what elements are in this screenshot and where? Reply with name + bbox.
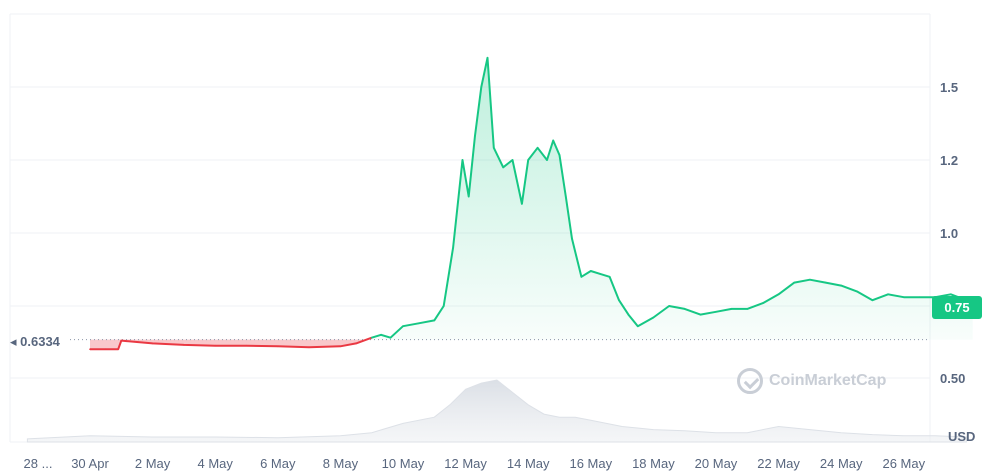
price-point-56 bbox=[840, 284, 842, 287]
price-point-1 bbox=[104, 348, 107, 351]
price-point-42 bbox=[627, 313, 630, 316]
price-point-61 bbox=[918, 296, 921, 299]
price-point-39 bbox=[599, 273, 601, 275]
price-point-38 bbox=[590, 270, 592, 272]
price-point-44 bbox=[652, 316, 655, 319]
price-point-14 bbox=[380, 334, 382, 336]
current-price-badge: 0.75 bbox=[932, 296, 982, 319]
price-point-37 bbox=[580, 276, 583, 278]
price-point-45 bbox=[668, 305, 670, 307]
volume-series bbox=[26, 379, 967, 443]
x-axis: 28 ... 30 Apr 2 May 4 May 6 May 8 May 10 May 12… bbox=[24, 456, 926, 471]
price-point-28 bbox=[511, 159, 514, 161]
reference-price-value: 0.6334 bbox=[20, 334, 60, 349]
price-point-26 bbox=[493, 147, 495, 149]
x-tick-label-11: 20 May bbox=[695, 456, 738, 471]
price-point-12 bbox=[355, 342, 357, 345]
reference-price-label: ◂ 0.6334 bbox=[10, 334, 60, 349]
price-point-25 bbox=[486, 57, 489, 59]
price-point-8 bbox=[245, 344, 248, 347]
x-tick-label-9: 16 May bbox=[569, 456, 612, 471]
price-point-60 bbox=[903, 296, 905, 299]
y-tick-label-4: 0.50 bbox=[940, 371, 965, 386]
price-point-55 bbox=[824, 281, 827, 284]
y-tick-label-0: 1.5 bbox=[940, 80, 958, 95]
price-point-33 bbox=[552, 139, 554, 142]
x-tick-label-13: 24 May bbox=[820, 456, 863, 471]
price-point-23 bbox=[474, 134, 476, 137]
price-point-34 bbox=[558, 154, 561, 156]
price-area bbox=[90, 57, 973, 350]
price-point-11 bbox=[339, 345, 342, 348]
price-point-22 bbox=[467, 195, 470, 198]
price-point-2 bbox=[117, 348, 119, 351]
x-tick-label-10: 18 May bbox=[632, 456, 675, 471]
x-tick-label-6: 10 May bbox=[382, 456, 425, 471]
price-point-50 bbox=[746, 308, 749, 310]
price-point-47 bbox=[699, 313, 702, 316]
price-point-21 bbox=[461, 159, 464, 161]
x-tick-label-7: 12 May bbox=[444, 456, 487, 471]
x-tick-label-4: 6 May bbox=[260, 456, 296, 471]
price-point-63 bbox=[950, 293, 952, 296]
price-point-24 bbox=[480, 86, 483, 88]
y-tick-label-1: 1.2 bbox=[940, 153, 958, 168]
price-point-40 bbox=[608, 276, 611, 278]
price-point-27 bbox=[502, 166, 505, 169]
price-point-17 bbox=[417, 322, 420, 325]
price-point-31 bbox=[536, 147, 539, 149]
price-line-below-reference bbox=[90, 336, 373, 351]
price-point-48 bbox=[715, 311, 717, 313]
price-point-32 bbox=[546, 159, 548, 161]
price-point-10 bbox=[308, 346, 310, 349]
x-tick-label-12: 22 May bbox=[757, 456, 800, 471]
price-point-6 bbox=[183, 344, 185, 346]
price-point-30 bbox=[527, 159, 529, 161]
coinmarketcap-logo-icon bbox=[737, 368, 763, 394]
price-point-54 bbox=[809, 278, 811, 281]
price-point-59 bbox=[887, 293, 889, 296]
y-axis: 1.5 1.2 1.0 0.50 bbox=[940, 80, 965, 386]
price-point-3 bbox=[120, 339, 123, 342]
price-point-20 bbox=[452, 246, 454, 249]
price-point-58 bbox=[871, 299, 874, 302]
price-point-49 bbox=[730, 308, 733, 310]
price-point-35 bbox=[565, 195, 567, 198]
price-point-53 bbox=[793, 281, 796, 284]
price-point-0 bbox=[89, 348, 91, 351]
price-point-18 bbox=[433, 319, 436, 322]
currency-label: USD bbox=[948, 429, 976, 444]
volume-area bbox=[26, 379, 967, 443]
x-tick-label-3: 4 May bbox=[197, 456, 233, 471]
price-point-9 bbox=[277, 345, 279, 348]
x-tick-label-8: 14 May bbox=[507, 456, 550, 471]
price-point-41 bbox=[618, 299, 620, 302]
price-point-36 bbox=[571, 238, 573, 240]
price-point-52 bbox=[777, 293, 780, 296]
x-tick-label-1: 30 Apr bbox=[71, 456, 109, 471]
price-point-29 bbox=[521, 203, 523, 205]
x-tick-label-0: 28 ... bbox=[24, 456, 53, 471]
price-point-15 bbox=[389, 336, 392, 339]
watermark-text: CoinMarketCap bbox=[769, 372, 887, 389]
price-point-43 bbox=[637, 325, 639, 328]
price-point-57 bbox=[856, 290, 858, 293]
price-point-46 bbox=[683, 308, 686, 310]
price-point-13 bbox=[370, 336, 373, 339]
price-point-7 bbox=[214, 344, 216, 347]
price-point-16 bbox=[402, 325, 404, 328]
price-point-51 bbox=[762, 302, 764, 304]
x-tick-label-14: 26 May bbox=[882, 456, 925, 471]
y-tick-label-2: 1.0 bbox=[940, 226, 958, 241]
coinmarketcap-watermark: CoinMarketCap bbox=[737, 368, 886, 394]
price-point-19 bbox=[442, 305, 445, 307]
x-tick-label-5: 8 May bbox=[323, 456, 359, 471]
price-point-5 bbox=[151, 342, 154, 345]
price-point-4 bbox=[136, 341, 138, 343]
above-reference-fill bbox=[371, 57, 973, 340]
x-tick-label-2: 2 May bbox=[135, 456, 171, 471]
